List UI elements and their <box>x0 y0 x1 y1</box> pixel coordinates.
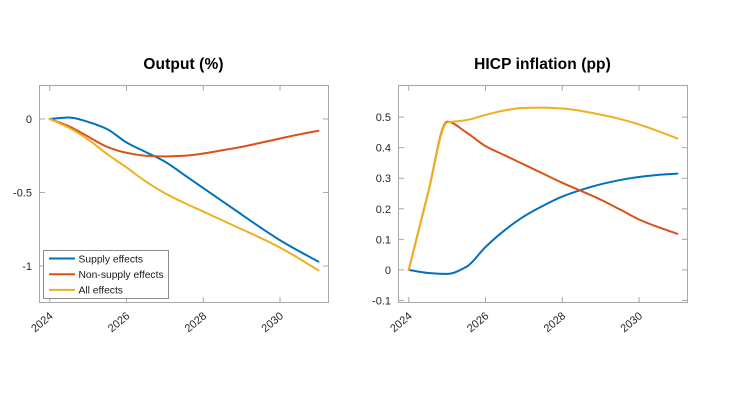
y-tick-label: 0.2 <box>376 204 391 216</box>
x-tick-label: 2026 <box>106 310 132 335</box>
y-tick-label: 0.4 <box>376 143 391 155</box>
y-tick-label: -0.5 <box>13 187 32 199</box>
legend-label-supply-effects: Supply effects <box>79 254 144 265</box>
hicp-chart-title: HICP inflation (pp) <box>474 56 611 73</box>
x-tick-label: 2026 <box>465 310 491 335</box>
y-tick-label: -1 <box>22 261 32 273</box>
output-chart-title: Output (%) <box>143 56 224 73</box>
x-tick-label: 2028 <box>183 310 209 335</box>
y-tick-label: -0.1 <box>372 295 391 307</box>
y-tick-label: 0.1 <box>376 234 391 246</box>
series-line-all-effects <box>48 117 320 272</box>
y-tick-label: 0.3 <box>376 173 391 185</box>
x-tick-label: 2024 <box>388 310 414 335</box>
legend: Supply effects Non-supply effects All effe… <box>43 250 169 299</box>
hicp-inflation-chart-panel: HICP inflation (pp) 2024 2026 2028 2030 0.5 0… <box>365 0 730 410</box>
y-tick-label: 0 <box>26 114 32 126</box>
output-chart-svg: 2024 2026 2028 2030 0 -0.5 -1 Supply effects Non… <box>13 85 329 335</box>
y-tick-label: 0 <box>385 265 391 277</box>
output-chart-panel: Output (%) 2024 2026 2028 2030 0 -0.5 -1 Supply… <box>13 56 329 335</box>
legend-label-all-effects: All effects <box>79 286 123 297</box>
series-line-supply-effects <box>48 116 320 263</box>
legend-label-non-supply-effects: Non-supply effects <box>79 270 164 281</box>
x-tick-label: 2028 <box>542 310 568 335</box>
hicp-chart-svg: 2024 2026 2028 2030 0.5 0.4 0.3 0.2 0.1 0 -0.1 <box>372 85 688 335</box>
series-line-non-supply-effects <box>48 117 320 158</box>
plot-box <box>398 85 688 303</box>
series-line-supply-effects <box>407 172 679 275</box>
x-tick-label: 2030 <box>618 310 644 335</box>
y-tick-label: 0.5 <box>376 112 391 124</box>
x-tick-label: 2024 <box>29 310 55 335</box>
series-line-all-effects <box>407 106 679 271</box>
x-tick-label: 2030 <box>259 310 285 335</box>
